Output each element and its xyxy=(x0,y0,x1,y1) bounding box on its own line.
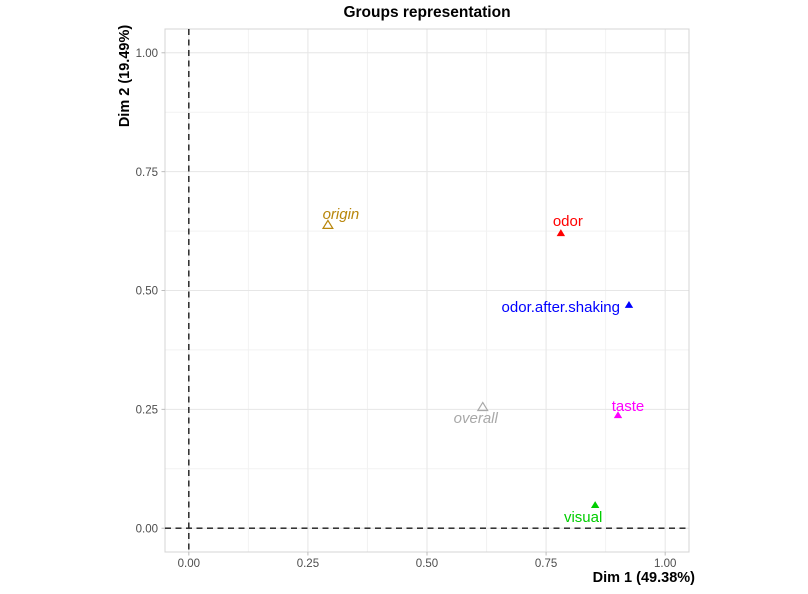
point-odor xyxy=(556,229,566,237)
point-overall xyxy=(476,401,489,412)
point-label-odor.after.shaking: odor.after.shaking xyxy=(502,299,620,316)
point-label-visual: visual xyxy=(564,509,602,526)
x-tick-label: 0.75 xyxy=(535,558,557,570)
y-tick-label: 1.00 xyxy=(136,48,158,60)
point-label-taste: taste xyxy=(612,398,645,415)
y-tick-label: 0.50 xyxy=(136,286,158,298)
point-visual xyxy=(590,501,600,509)
y-tick-label: 0.25 xyxy=(136,405,158,417)
point-label-overall: overall xyxy=(454,410,499,427)
y-tick-label: 0.00 xyxy=(136,523,158,535)
point-label-odor: odor xyxy=(553,213,583,230)
point-origin xyxy=(321,219,334,229)
point-taste xyxy=(613,411,623,419)
x-tick-label: 1.00 xyxy=(654,558,676,570)
y-axis-title: Dim 2 (19.49%) xyxy=(117,24,133,128)
point-odor.after.shaking xyxy=(624,300,634,308)
x-tick-label: 0.00 xyxy=(178,558,200,570)
x-tick-label: 0.25 xyxy=(297,558,319,570)
y-tick-label: 0.75 xyxy=(136,167,158,179)
point-label-origin: origin xyxy=(323,206,360,223)
x-axis-title: Dim 1 (49.38%) xyxy=(592,570,695,586)
chart-title: Groups representation xyxy=(343,4,511,21)
x-tick-label: 0.50 xyxy=(416,558,438,570)
